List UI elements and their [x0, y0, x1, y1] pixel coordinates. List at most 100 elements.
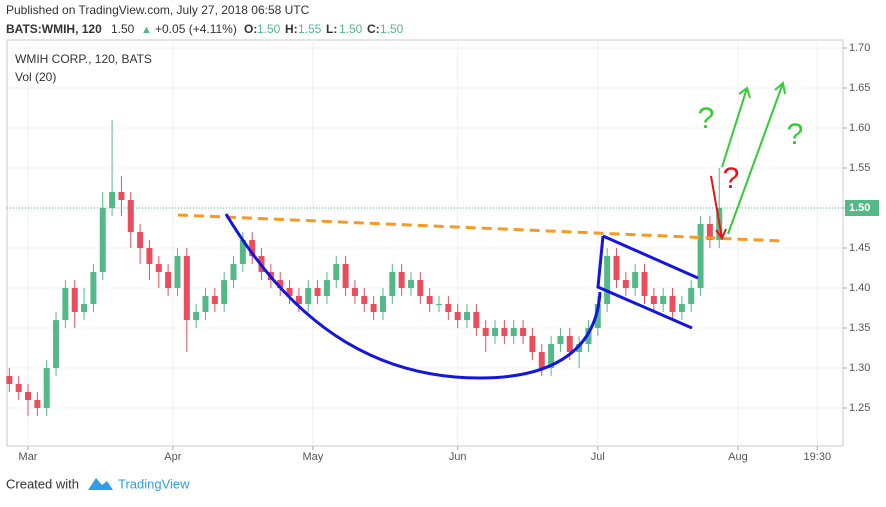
candle-body	[538, 352, 545, 368]
candle-body	[454, 312, 461, 320]
annotation: ?	[787, 118, 804, 151]
candle-body	[594, 304, 601, 328]
candle-body	[314, 288, 321, 296]
y-tick-label: 1.65	[849, 82, 870, 94]
candle-body	[81, 304, 88, 312]
annotation: ?	[723, 162, 740, 195]
y-tick-label: 1.55	[849, 162, 870, 174]
candle-body	[211, 296, 218, 304]
candle-body	[622, 280, 629, 288]
candle-body	[174, 256, 181, 288]
candle-body	[25, 392, 32, 400]
x-tick-label: 19:30	[804, 451, 832, 463]
open-value: 1.50	[257, 22, 281, 36]
low-label: L:	[326, 22, 337, 36]
price: 1.50	[111, 22, 135, 36]
candle-body	[351, 288, 358, 296]
candle-body	[6, 376, 13, 384]
candle-body	[118, 192, 125, 200]
candle-body	[109, 192, 116, 208]
symbol: BATS:WMIH, 120	[6, 22, 102, 36]
candle-body	[155, 264, 162, 272]
candle-body	[632, 272, 639, 288]
candle-body	[706, 224, 713, 240]
x-tick-label: Jun	[449, 451, 467, 463]
candle-body	[613, 256, 620, 280]
candle-body	[473, 312, 480, 328]
candle-body	[669, 296, 676, 312]
resistance-line	[177, 213, 783, 243]
x-tick-label: Jul	[591, 451, 605, 463]
x-tick-label: Mar	[19, 451, 38, 463]
candle-body	[137, 232, 144, 248]
created-with: Created with	[6, 476, 79, 491]
candle-body	[305, 288, 312, 304]
candle-body	[43, 368, 50, 408]
candle-body	[62, 288, 69, 320]
candle-body	[678, 304, 685, 312]
candle-body	[398, 272, 405, 288]
candle-body	[426, 296, 433, 304]
green-arrow	[727, 81, 786, 235]
drawings	[177, 81, 786, 380]
green-arrow	[721, 86, 751, 168]
flag	[596, 234, 699, 330]
candle-body	[146, 248, 153, 264]
plot-frame	[6, 39, 844, 447]
candle-body	[389, 272, 396, 296]
last-price-label: 1.50	[849, 202, 870, 214]
close-label: C:	[367, 22, 380, 36]
x-tick-label: Aug	[728, 451, 748, 463]
red-arrow	[710, 175, 727, 240]
candles	[6, 120, 723, 416]
y-tick-label: 1.70	[849, 42, 870, 54]
candle-body	[482, 328, 489, 336]
candle-body	[239, 240, 246, 264]
up-arrow: ▲	[141, 24, 152, 36]
candle-body	[566, 336, 573, 352]
candle-body	[650, 296, 657, 304]
y-tick-label: 1.25	[849, 402, 870, 414]
candle-body	[277, 280, 284, 288]
high-value: 1.55	[298, 22, 322, 36]
high-label: H:	[285, 22, 298, 36]
candle-body	[501, 328, 508, 336]
x-tick-label: May	[303, 451, 324, 463]
volume-label: Vol (20)	[15, 70, 56, 84]
candle-body	[295, 296, 302, 304]
candle-body	[492, 328, 499, 336]
candle-body	[361, 296, 368, 304]
brand[interactable]: TradingView	[118, 476, 190, 491]
close-value: 1.50	[380, 22, 404, 36]
candle-body	[193, 312, 200, 320]
candle-body	[53, 320, 60, 368]
candle-body	[557, 336, 564, 344]
published-line: Published on TradingView.com, July 27, 2…	[6, 3, 310, 17]
candle-body	[90, 272, 97, 304]
candle-body	[71, 288, 78, 312]
candle-body	[604, 256, 611, 304]
candle-body	[445, 304, 452, 312]
last-price-tag	[845, 200, 879, 216]
candle-body	[576, 344, 583, 352]
candle-body	[249, 240, 256, 256]
y-tick-label: 1.60	[849, 122, 870, 134]
y-tick-label: 1.40	[849, 282, 870, 294]
candle-body	[520, 328, 527, 336]
y-tick-label: 1.35	[849, 322, 870, 334]
candle-body	[127, 200, 134, 232]
cup-curve	[224, 213, 602, 380]
candle-body	[688, 288, 695, 304]
chart-title: WMIH CORP., 120, BATS	[15, 52, 152, 66]
y-tick-label: 1.45	[849, 242, 870, 254]
candle-body	[165, 272, 172, 288]
candle-body	[230, 264, 237, 280]
candle-body	[379, 296, 386, 312]
candle-body	[183, 256, 190, 320]
low-value: 1.50	[339, 22, 363, 36]
candle-body	[548, 344, 555, 368]
footer: Created with TradingView	[6, 476, 190, 491]
annotation: ?	[698, 102, 715, 135]
